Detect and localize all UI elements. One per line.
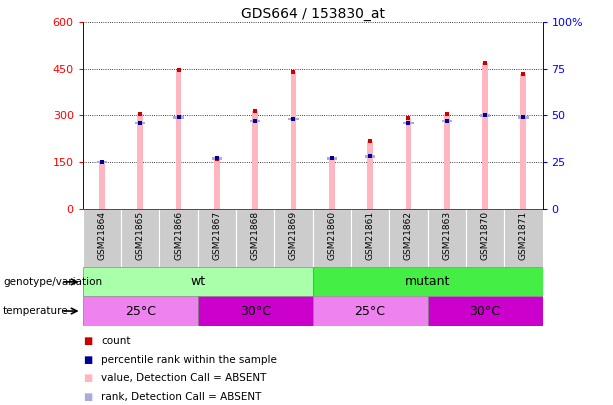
Bar: [313, 296, 428, 326]
Bar: [444, 114, 449, 209]
Text: count: count: [101, 336, 131, 346]
Text: genotype/variation: genotype/variation: [3, 277, 102, 287]
Text: ■: ■: [83, 355, 92, 364]
Bar: [504, 209, 543, 267]
Bar: [121, 209, 159, 267]
Bar: [83, 209, 121, 267]
Text: temperature: temperature: [3, 306, 69, 316]
Text: mutant: mutant: [405, 275, 451, 288]
Text: GSM21871: GSM21871: [519, 211, 528, 260]
Bar: [367, 141, 373, 209]
Bar: [173, 116, 184, 119]
Bar: [520, 74, 526, 209]
Text: wt: wt: [190, 275, 205, 288]
Text: GSM21861: GSM21861: [365, 211, 375, 260]
Text: GSM21867: GSM21867: [212, 211, 221, 260]
Bar: [197, 209, 236, 267]
Bar: [83, 267, 313, 296]
Bar: [83, 296, 197, 326]
Text: 30°C: 30°C: [240, 305, 271, 318]
Text: GSM21868: GSM21868: [251, 211, 260, 260]
Text: GSM21865: GSM21865: [135, 211, 145, 260]
Text: GSM21862: GSM21862: [404, 211, 413, 260]
Bar: [389, 209, 428, 267]
Bar: [211, 157, 222, 160]
Bar: [327, 157, 337, 160]
Text: ■: ■: [83, 373, 92, 383]
Bar: [365, 155, 375, 158]
Bar: [236, 209, 275, 267]
Bar: [480, 114, 490, 117]
Text: 30°C: 30°C: [470, 305, 501, 318]
Bar: [99, 162, 105, 209]
Text: GSM21866: GSM21866: [174, 211, 183, 260]
Text: rank, Detection Call = ABSENT: rank, Detection Call = ABSENT: [101, 392, 262, 402]
Text: 25°C: 25°C: [354, 305, 386, 318]
Text: ■: ■: [83, 336, 92, 346]
Bar: [313, 267, 543, 296]
Text: value, Detection Call = ABSENT: value, Detection Call = ABSENT: [101, 373, 267, 383]
Bar: [135, 122, 145, 124]
Bar: [466, 209, 504, 267]
Bar: [97, 161, 107, 163]
Bar: [197, 296, 313, 326]
Bar: [159, 209, 197, 267]
Text: GSM21864: GSM21864: [97, 211, 107, 260]
Bar: [291, 72, 296, 209]
Bar: [253, 111, 258, 209]
Bar: [250, 120, 261, 122]
Text: GSM21870: GSM21870: [481, 211, 490, 260]
Bar: [428, 209, 466, 267]
Bar: [351, 209, 389, 267]
Text: GSM21863: GSM21863: [442, 211, 451, 260]
Bar: [482, 63, 488, 209]
Text: GSM21860: GSM21860: [327, 211, 337, 260]
Bar: [403, 122, 414, 124]
Bar: [518, 116, 528, 119]
Text: ■: ■: [83, 392, 92, 402]
Bar: [275, 209, 313, 267]
Bar: [406, 118, 411, 209]
Bar: [313, 209, 351, 267]
Title: GDS664 / 153830_at: GDS664 / 153830_at: [241, 7, 384, 21]
Bar: [329, 158, 335, 209]
Bar: [137, 114, 143, 209]
Text: percentile rank within the sample: percentile rank within the sample: [101, 355, 277, 364]
Text: GSM21869: GSM21869: [289, 211, 298, 260]
Text: 25°C: 25°C: [124, 305, 156, 318]
Bar: [288, 118, 299, 120]
Bar: [428, 296, 543, 326]
Bar: [214, 159, 219, 209]
Bar: [176, 70, 181, 209]
Bar: [441, 120, 452, 122]
